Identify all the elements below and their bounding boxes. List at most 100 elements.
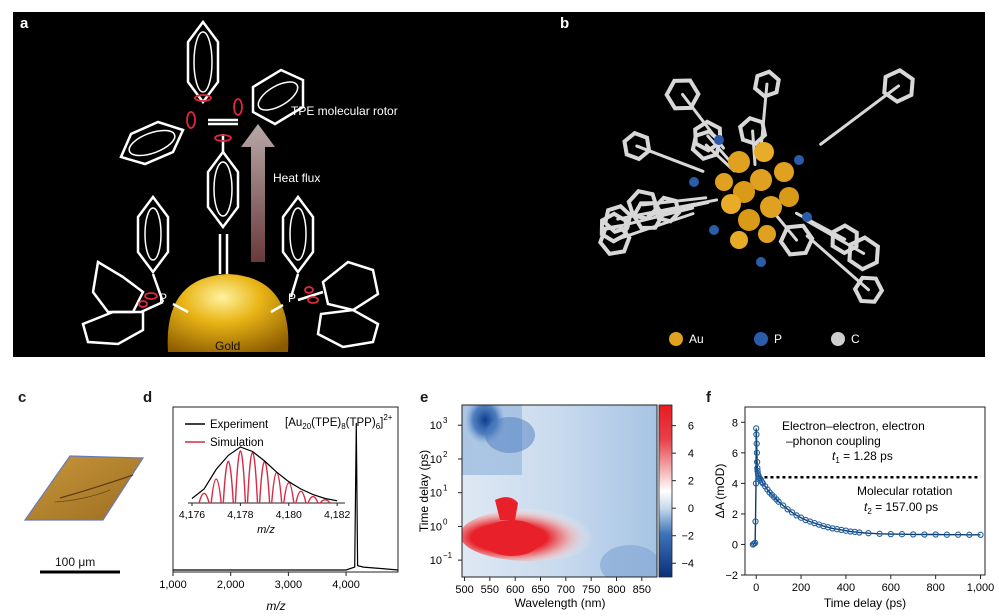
x-tick-label: 1,000	[967, 582, 995, 594]
y-tick-exponent: 0	[443, 517, 448, 526]
panel-f-axes-frame	[744, 406, 986, 576]
data-point	[753, 458, 761, 466]
data-point	[753, 425, 760, 432]
x-tick-label: 400	[837, 582, 855, 594]
panel-f-label: f	[706, 389, 711, 406]
x-tick-label: 800	[607, 584, 625, 596]
bond	[616, 202, 696, 221]
data-point	[752, 480, 760, 487]
data-point	[784, 506, 791, 513]
data-point	[775, 498, 782, 505]
heat-flux-label: Heat flux	[273, 171, 320, 185]
panel-f-x-ticks: 0 200 400 600 800 1,000	[753, 575, 994, 594]
data-point	[932, 531, 939, 538]
legend-experiment-label: Experiment	[210, 419, 269, 431]
simulation-peak	[210, 478, 222, 504]
data-points	[749, 425, 984, 548]
simulation-peak	[234, 450, 247, 504]
data-point	[898, 531, 906, 538]
data-point	[753, 440, 760, 447]
phenyl-ring	[852, 275, 885, 304]
panel-d-x-ticks: 1,000 2,000 3,000 4,000	[159, 572, 360, 591]
heat-flux-arrow	[241, 124, 275, 262]
rotation-marks	[138, 94, 319, 308]
x-tick-label: 4,000	[332, 579, 360, 591]
simulation-peak	[319, 499, 331, 504]
panel-a-label: a	[20, 15, 29, 32]
panel-c-crystal-image: 100 μm	[23, 455, 145, 574]
phenyl-ring	[622, 130, 652, 162]
panel-e-x-ticks: 500 550 600 650 700 750 800 850	[455, 577, 651, 596]
panel-e-label: e	[420, 389, 429, 406]
x-tick-label: 550	[481, 584, 499, 596]
x-tick-label: 700	[557, 584, 575, 596]
bond	[819, 84, 901, 146]
y-tick-label: 2	[732, 509, 738, 521]
y-tick-label: 6	[732, 448, 738, 460]
data-point	[753, 431, 760, 438]
x-tick-label: 600	[506, 584, 524, 596]
y-tick-label: 4	[732, 478, 738, 490]
gold-label: Gold	[215, 339, 240, 353]
x-tick-label: 3,000	[275, 579, 303, 591]
data-point	[833, 526, 841, 533]
phenyl-ring	[738, 115, 768, 147]
gold-particle	[167, 274, 289, 352]
panel-b-legend: Au P C	[669, 332, 860, 346]
p-legend-label: P	[774, 332, 782, 346]
inset-experiment-envelope	[191, 446, 338, 502]
simulation-peak	[283, 482, 295, 504]
data-point	[921, 531, 928, 538]
panel-e-x-axis-label: Wavelength (nm)	[515, 596, 606, 610]
phenyl-ring	[882, 68, 915, 104]
legend-simulation-label: Simulation	[210, 437, 264, 449]
phenyl-ring	[598, 224, 632, 256]
data-point	[829, 525, 836, 532]
bond	[751, 129, 757, 167]
x-tick-label: 200	[792, 582, 810, 594]
y-tick-exponent: −1	[443, 551, 453, 560]
data-point	[847, 528, 854, 535]
colorbar-tick-label: −2	[681, 531, 694, 543]
experiment-spectrum-line	[173, 422, 399, 571]
panel-b-label: b	[560, 15, 570, 32]
simulation-peak	[258, 461, 271, 504]
y-tick-label: 8	[732, 417, 738, 429]
colorbar-tick-label: 6	[688, 421, 694, 433]
y-tick-label: 10	[430, 555, 442, 567]
data-point	[788, 509, 796, 516]
panel-d-x-axis-label: m/z	[266, 599, 285, 613]
p-legend-marker	[754, 332, 768, 346]
simulation-peak	[307, 495, 319, 504]
panel-b-cluster-structure: Au P C	[598, 68, 915, 346]
data-point	[910, 531, 917, 538]
x-tick-label: 750	[582, 584, 600, 596]
bond	[759, 82, 769, 145]
panel-f-y-ticks: 8 6 4 2 0 −2	[725, 417, 745, 582]
phenyl-ring	[664, 78, 701, 111]
data-point	[750, 540, 758, 547]
inset-x-tick-label: 4,176	[179, 509, 205, 521]
inset-x-tick-label: 4,180	[276, 509, 302, 521]
scale-bar-label: 100 μm	[55, 555, 95, 569]
data-point	[838, 526, 845, 534]
data-point	[752, 518, 759, 525]
data-point	[966, 531, 973, 538]
y-tick-label: 10	[430, 488, 442, 500]
au-legend-label: Au	[689, 332, 704, 346]
simulation-peak	[295, 490, 307, 504]
panel-d-inset: 4,176 4,178 4,180 4,182 m/z	[179, 446, 350, 536]
y-tick-label: 10	[430, 454, 442, 466]
crystal	[23, 455, 145, 521]
data-point	[865, 530, 872, 537]
data-point	[842, 527, 850, 534]
carbon-framework	[598, 68, 915, 304]
data-point	[876, 530, 883, 537]
colorbar-ticks: 6 4 2 0 −2 −4	[672, 421, 694, 570]
panel-e-axes-frame	[461, 404, 658, 578]
c-legend-marker	[831, 332, 845, 346]
x-tick-label: 1,000	[159, 579, 187, 591]
y-tick-label: −2	[725, 570, 738, 582]
x-tick-label: 650	[531, 584, 549, 596]
